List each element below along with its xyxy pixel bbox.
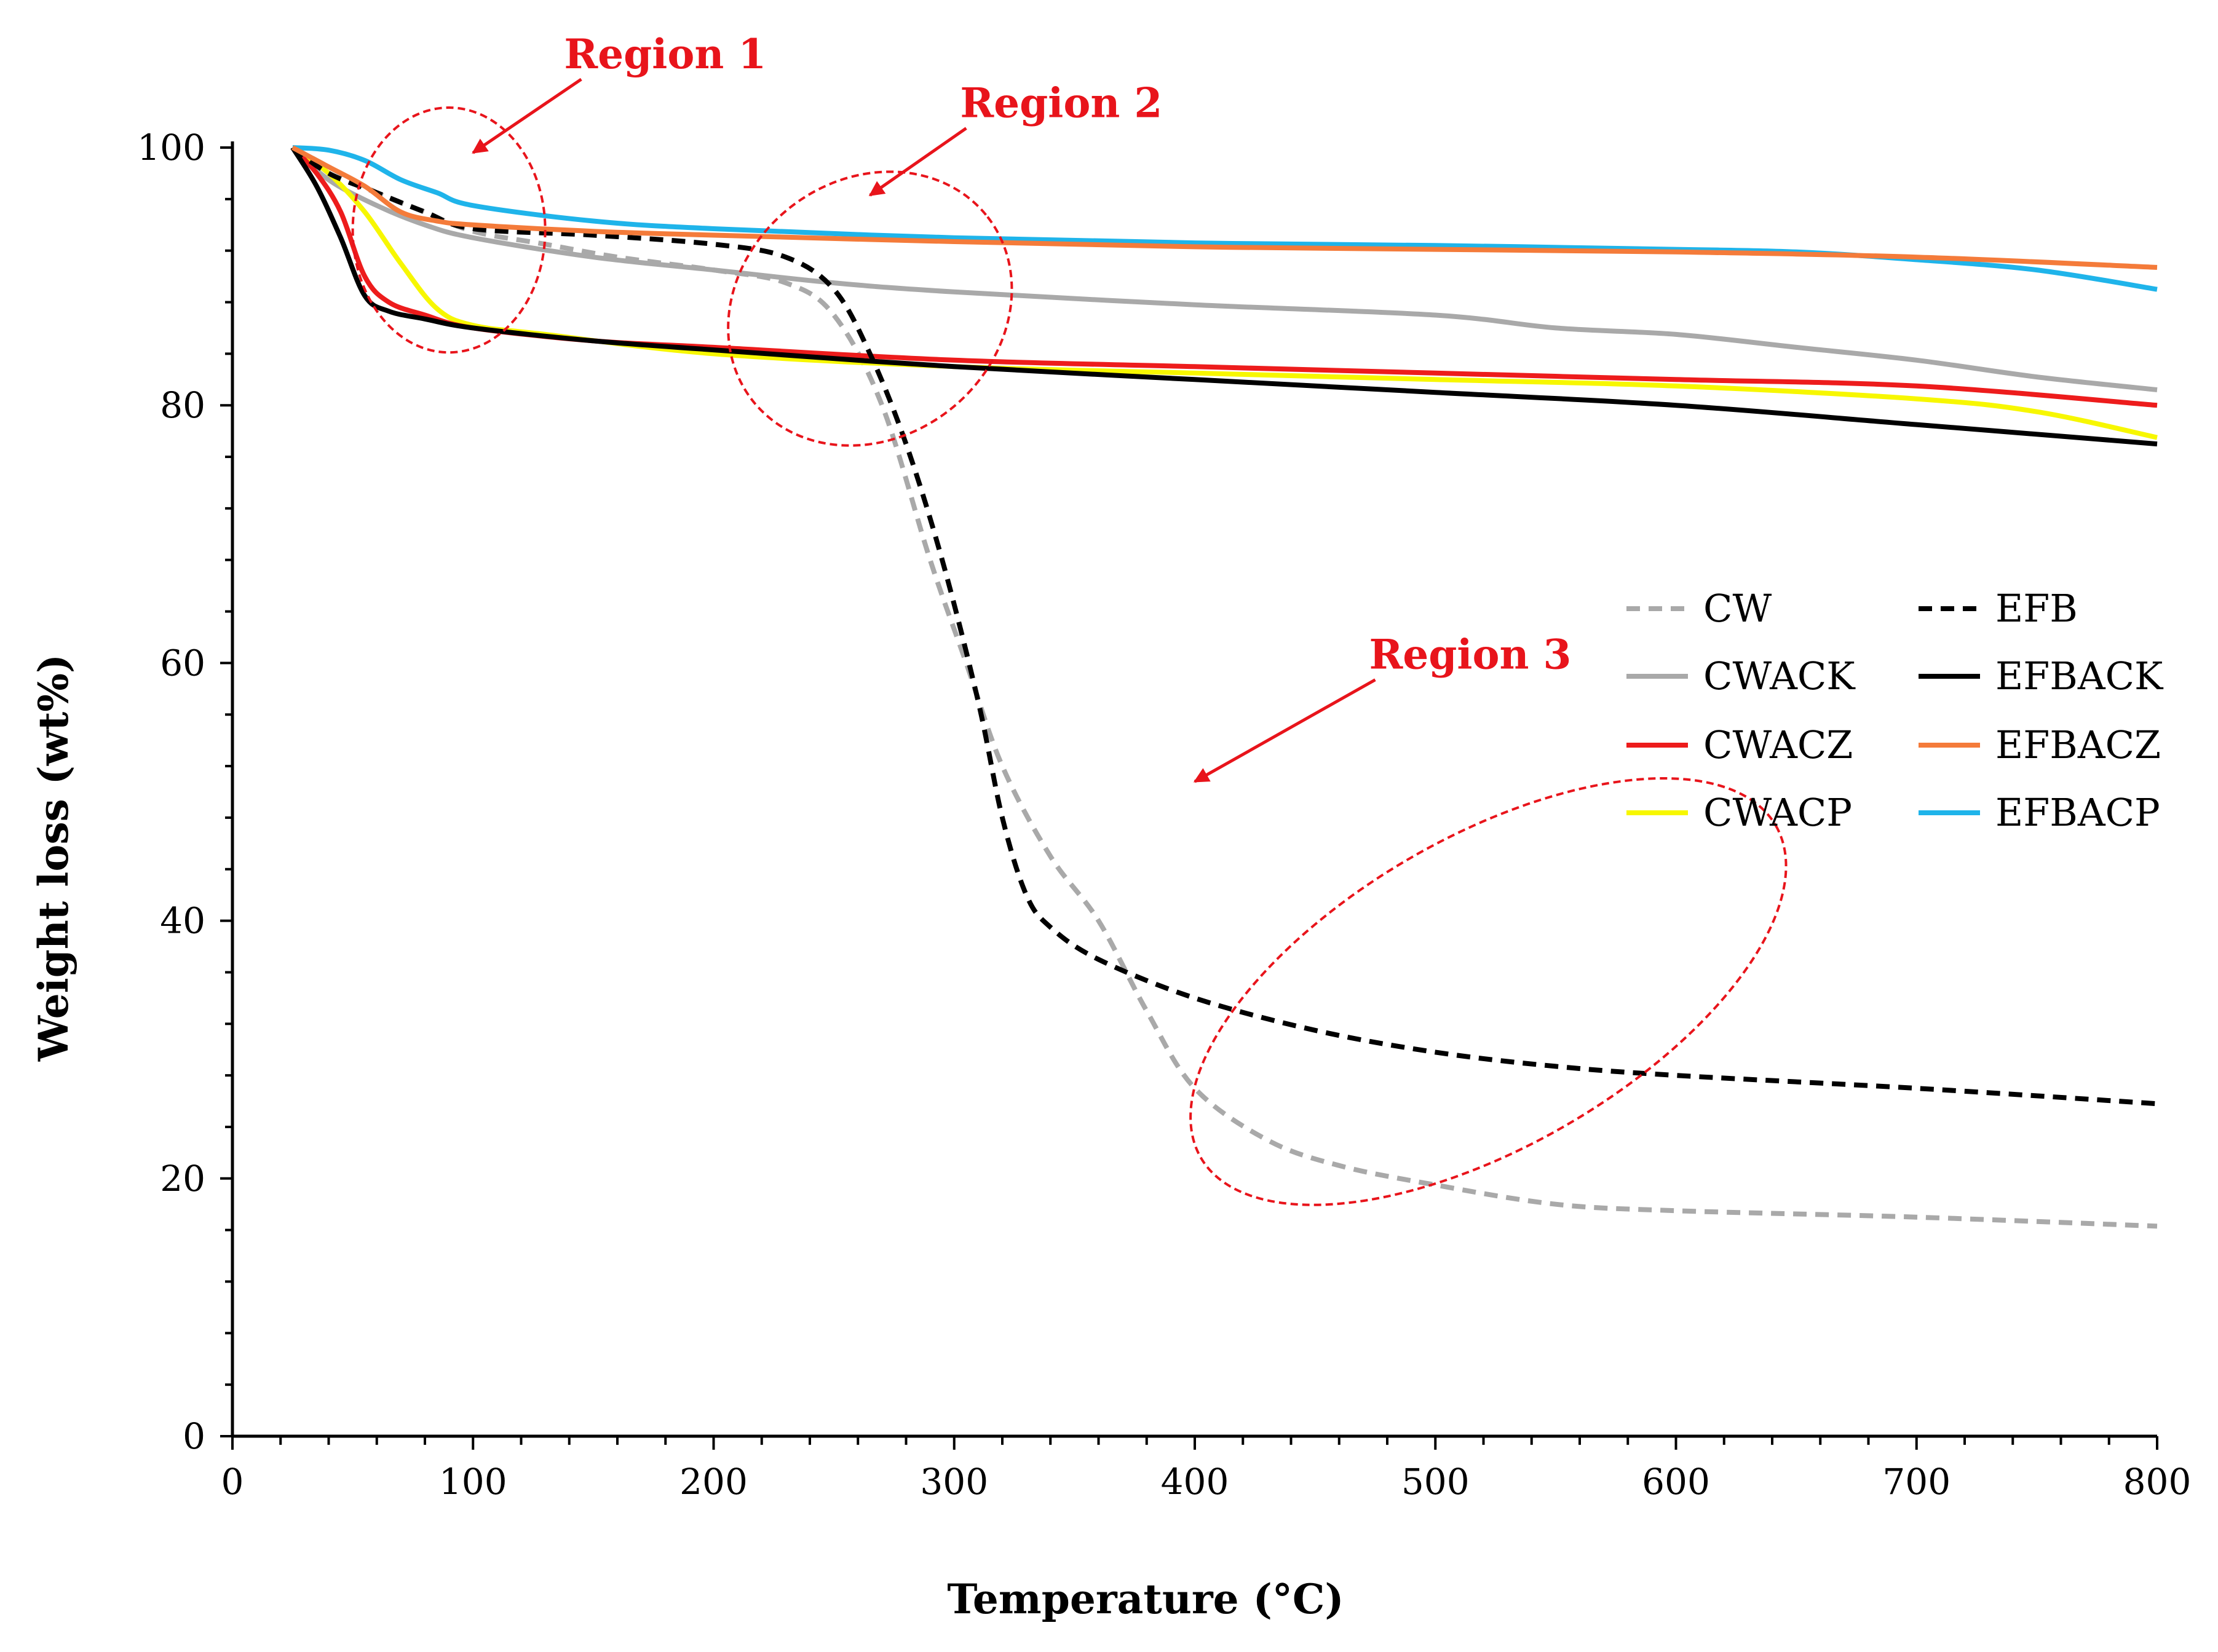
region-label: Region 1 [564,30,766,78]
legend: CW EFB CWACK EFBACK CWACZ EFBACZ CWACP EFBACP [1626,586,2164,835]
region-ellipse [351,106,547,354]
y-axis-title: Weight loss (wt%) [30,654,77,1062]
series-line-efbacz [291,145,2158,270]
legend-item-cwacz: CWACZ [1626,722,1853,767]
series-line-cwack [291,146,2158,392]
region-arrow [472,77,582,154]
region-arrow [868,127,967,197]
x-tick-label: 600 [1642,1461,1710,1503]
tick-labels: 0 20 40 60 80 100 0 100 200 300 400 500 600 700 800 [137,127,2191,1503]
x-axis-title: Temperature (°C) [947,1575,1344,1623]
legend-label: CWACP [1703,790,1852,835]
legend-item-efbacp: EFBACP [1919,790,2160,835]
legend-item-efbacz: EFBACZ [1919,722,2161,767]
legend-label: CWACZ [1703,722,1853,767]
legend-label: EFBACP [1995,790,2160,835]
x-tick-label: 400 [1161,1461,1229,1503]
legend-item-efback: EFBACK [1919,654,2164,698]
y-tick-label: 0 [183,1415,205,1457]
region-label: Region 2 [960,79,1162,127]
axes [220,141,2158,1450]
y-tick-label: 100 [137,127,205,168]
region-label: Region 3 [1369,631,1571,679]
y-tick-label: 60 [160,642,205,684]
legend-label: EFB [1995,586,2078,631]
region-annotations: Region 1 Region 2 Region 3 [351,30,1788,1206]
legend-item-efb: EFB [1919,586,2078,631]
x-tick-label: 200 [679,1461,748,1503]
legend-item-cw: CW [1626,586,1772,631]
x-tick-label: 500 [1401,1461,1470,1503]
region-ellipse [727,170,1013,447]
x-tick-label: 100 [439,1461,507,1503]
y-tick-label: 20 [160,1158,205,1199]
legend-label: EFBACK [1995,654,2164,698]
y-tick-label: 80 [160,384,205,426]
legend-item-cwacp: CWACP [1626,790,1852,835]
legend-label: CW [1703,586,1772,631]
region-ellipse [1189,777,1788,1206]
legend-label: CWACK [1703,654,1856,698]
x-tick-label: 800 [2123,1461,2192,1503]
series-line-cwacz [290,146,2158,408]
legend-label: EFBACZ [1995,722,2161,767]
x-tick-label: 700 [1882,1461,1951,1503]
legend-item-cwack: CWACK [1626,654,1856,698]
x-tick-label: 0 [221,1461,244,1503]
y-tick-label: 40 [160,900,205,942]
region-arrow [1193,678,1376,783]
x-tick-label: 300 [920,1461,988,1503]
series-line-efb [291,145,2158,1107]
